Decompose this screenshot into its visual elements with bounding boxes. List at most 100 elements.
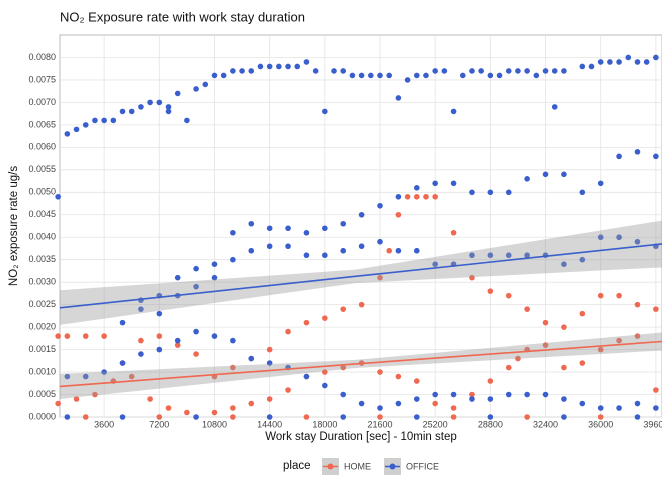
point <box>193 351 199 357</box>
point <box>487 252 494 259</box>
y-tick-label: 0.0040 <box>28 232 56 242</box>
point <box>285 328 291 335</box>
point <box>303 252 310 259</box>
point <box>101 369 107 375</box>
point <box>469 68 475 74</box>
point <box>616 234 622 241</box>
point <box>505 292 512 299</box>
point <box>230 256 236 263</box>
confidence-band <box>60 220 662 325</box>
point <box>358 243 365 250</box>
point <box>432 193 438 200</box>
point <box>413 378 420 384</box>
point <box>450 405 457 411</box>
y-tick-label: 0.0060 <box>28 142 56 152</box>
point <box>322 108 328 115</box>
point <box>193 328 199 335</box>
point <box>322 315 328 321</box>
point <box>184 409 190 416</box>
point <box>64 414 71 420</box>
point <box>340 391 347 398</box>
point <box>340 68 347 74</box>
point <box>322 369 328 375</box>
point <box>211 72 218 79</box>
point <box>432 400 438 407</box>
x-tick-label: 18000 <box>312 419 337 429</box>
legend-title: place <box>283 460 311 472</box>
point <box>561 324 567 330</box>
point <box>358 72 365 79</box>
point <box>432 180 438 187</box>
point <box>331 68 337 74</box>
point <box>579 360 586 366</box>
point <box>349 72 356 79</box>
point <box>368 72 374 79</box>
point <box>496 72 503 79</box>
point <box>634 59 641 65</box>
panel <box>59 34 662 418</box>
point <box>202 81 209 88</box>
point <box>101 333 107 339</box>
point <box>138 104 144 110</box>
point <box>73 396 80 402</box>
x-tick-label: 39600 <box>643 419 662 429</box>
point <box>395 400 402 407</box>
point <box>285 387 291 393</box>
point <box>303 319 310 326</box>
point <box>377 202 383 209</box>
y-tick-label: 0.0005 <box>28 389 56 399</box>
point <box>505 252 512 259</box>
point <box>487 396 494 402</box>
point <box>138 351 144 357</box>
point <box>469 189 475 196</box>
point <box>303 59 310 65</box>
point <box>340 220 347 227</box>
point <box>616 292 622 299</box>
point <box>515 355 521 362</box>
point <box>432 391 438 398</box>
point <box>459 72 466 79</box>
x-tick-label: 7200 <box>149 419 169 429</box>
x-tick-label: 10800 <box>202 419 227 429</box>
point <box>266 360 273 366</box>
point <box>505 68 512 74</box>
point <box>303 229 310 236</box>
point <box>193 86 199 92</box>
legend-label: OFFICE <box>406 461 439 471</box>
point <box>147 99 153 106</box>
point <box>211 409 218 416</box>
point <box>211 274 218 281</box>
legend-key-point <box>389 463 396 470</box>
point <box>322 225 328 232</box>
point <box>119 319 126 326</box>
point <box>285 225 291 232</box>
point <box>653 54 659 61</box>
point <box>230 405 236 411</box>
point <box>82 373 89 380</box>
point <box>340 247 347 254</box>
point <box>266 243 273 250</box>
point <box>174 337 181 344</box>
x-tick-label: 21600 <box>367 419 392 429</box>
point <box>340 306 347 312</box>
trend-line <box>59 340 662 388</box>
point <box>395 247 402 254</box>
point <box>156 333 163 339</box>
point <box>55 193 61 200</box>
point <box>634 301 641 308</box>
point <box>561 68 567 74</box>
point <box>322 382 328 389</box>
legend-key-point <box>327 463 334 470</box>
point <box>248 247 255 254</box>
y-tick-label: 0.0055 <box>28 164 56 174</box>
point <box>230 229 236 236</box>
point <box>505 364 512 371</box>
point <box>478 68 484 74</box>
x-tick-label: 25200 <box>423 419 448 429</box>
point <box>487 189 494 196</box>
point <box>156 414 163 420</box>
point <box>413 396 420 402</box>
point <box>73 126 80 133</box>
point <box>211 261 218 268</box>
point <box>413 414 420 420</box>
